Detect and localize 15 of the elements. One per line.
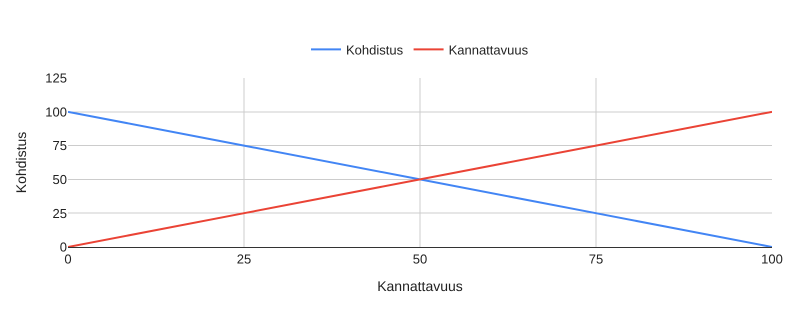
legend-label: Kannattavuus (448, 42, 529, 58)
x-tick-label: 75 (588, 252, 604, 267)
y-tick-label: 125 (45, 70, 67, 86)
y-tick-label: 50 (52, 172, 67, 187)
x-axis-title: Kannattavuus (377, 278, 463, 294)
y-tick-label: 0 (60, 240, 67, 255)
y-axis-title: Kohdistus (12, 132, 29, 194)
x-tick-label: 25 (236, 252, 252, 267)
y-tick-label: 75 (52, 138, 67, 154)
y-tick-label: 25 (52, 206, 67, 221)
x-tick-label: 50 (412, 252, 428, 267)
line-series (68, 110, 772, 247)
y-tick-label: 100 (45, 104, 67, 120)
x-tick-label: 100 (761, 252, 783, 267)
legend-label: Kohdistus (346, 42, 404, 58)
